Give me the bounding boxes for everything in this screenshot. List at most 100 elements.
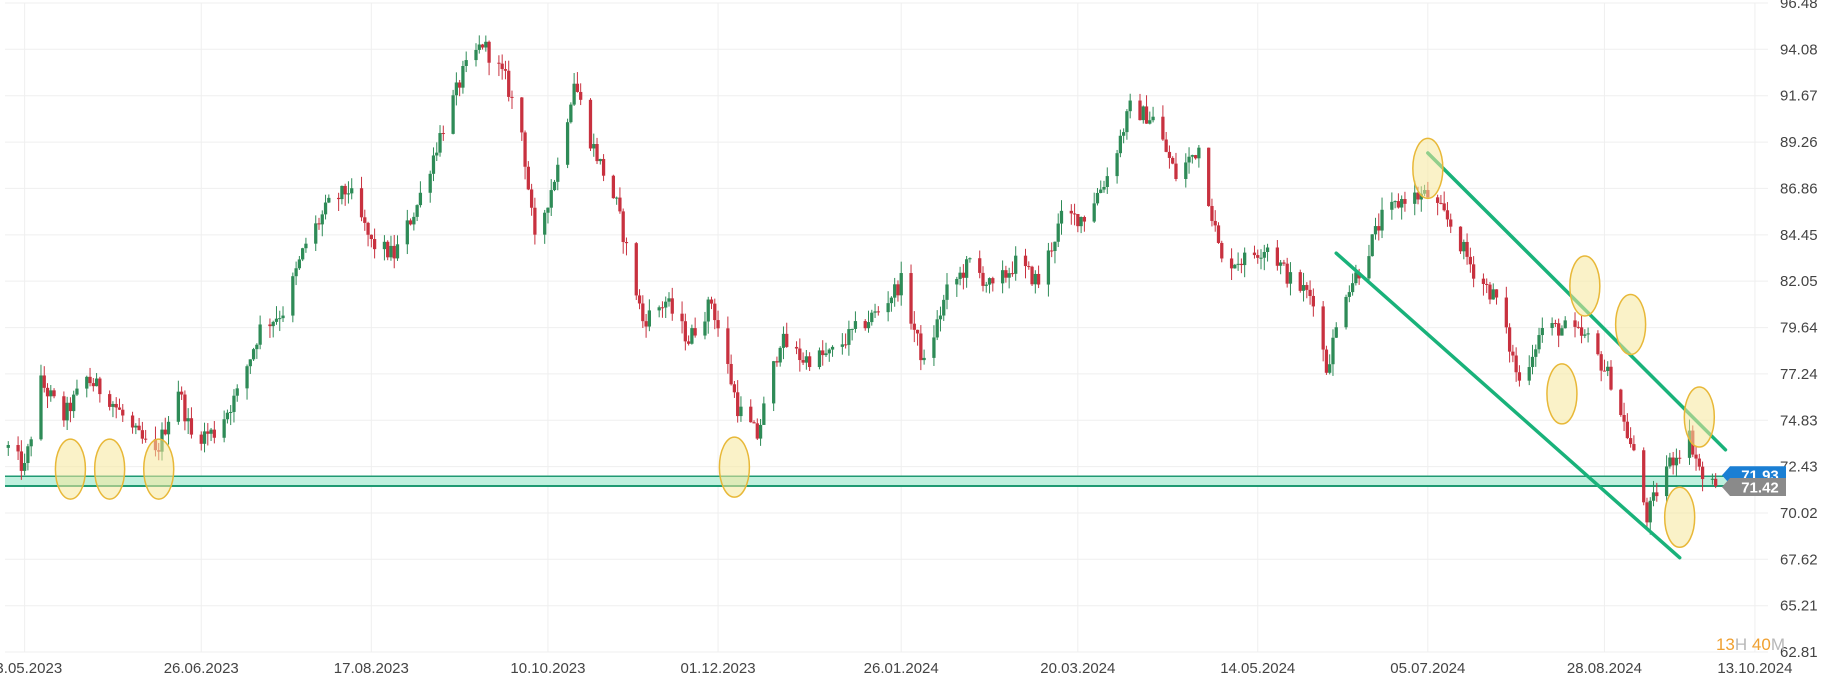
candle-body: [1115, 153, 1119, 177]
candle-body: [274, 318, 279, 322]
candle-body: [693, 328, 697, 336]
candle-body: [817, 350, 822, 368]
candle-body: [657, 307, 661, 311]
candle-body: [870, 312, 874, 323]
candle-body: [500, 63, 504, 70]
candle-body: [1485, 283, 1489, 285]
candle-body: [798, 348, 802, 361]
candle-body: [575, 83, 580, 92]
candle-body: [1148, 120, 1152, 124]
candle-body: [94, 378, 99, 387]
candle-body: [670, 298, 674, 314]
candle-body: [1579, 327, 1584, 336]
candle-body: [297, 259, 302, 269]
candle-body: [317, 223, 321, 225]
candle-body: [1553, 323, 1558, 325]
candle-body: [441, 133, 445, 135]
candle-body: [706, 299, 710, 322]
candle-body: [579, 91, 583, 100]
candle-body: [1036, 273, 1041, 285]
candle-body: [1229, 258, 1234, 269]
candle-body: [1046, 250, 1051, 285]
x-tick-label: 01.12.2023: [681, 660, 756, 677]
candle-body: [507, 70, 511, 97]
y-tick-label: 79.64: [1780, 320, 1818, 337]
support-zone: [5, 476, 1768, 487]
candle-body: [1664, 466, 1669, 497]
candle-body: [16, 445, 20, 452]
candle-body: [1517, 372, 1522, 381]
candle-body: [1576, 326, 1580, 328]
x-tick-label: 17.08.2023: [334, 660, 409, 677]
highlight-ellipse: [1546, 363, 1578, 425]
candle-body: [912, 323, 916, 330]
candle-body: [1059, 210, 1064, 224]
candle-body: [22, 463, 27, 471]
candle-body: [1233, 264, 1237, 269]
candle-body: [108, 394, 112, 407]
candle-body: [1350, 283, 1355, 293]
candle-body: [1540, 328, 1544, 336]
candle-body: [1207, 147, 1211, 206]
candle-body: [935, 319, 939, 338]
candle-body: [778, 347, 782, 363]
candle-body: [1000, 270, 1005, 284]
candle-body: [232, 395, 236, 412]
candle-body: [1027, 266, 1031, 268]
candle-body: [26, 446, 30, 464]
candle-body: [644, 321, 648, 327]
candle-body: [477, 44, 481, 50]
candle-body: [595, 144, 599, 162]
candle-body: [140, 430, 145, 439]
candle-body: [144, 438, 148, 440]
candle-body: [690, 328, 694, 344]
candle-body: [225, 412, 230, 420]
candle-body: [886, 303, 890, 313]
candle-body: [1102, 186, 1106, 190]
candle-body: [1033, 273, 1037, 285]
candle-body: [428, 173, 432, 193]
candle-body: [1488, 284, 1492, 300]
candle-body: [1262, 252, 1266, 258]
candle-body: [772, 361, 776, 404]
candle-body: [1288, 272, 1293, 284]
candle-body: [1674, 457, 1679, 466]
candle-body: [1128, 100, 1132, 112]
candle-body: [1403, 199, 1407, 204]
candle-body: [1023, 255, 1028, 267]
candle-body: [1462, 241, 1466, 252]
candle-body: [359, 188, 364, 218]
candle-body: [202, 431, 207, 444]
candle-body: [1373, 226, 1378, 235]
candle-body: [199, 434, 203, 444]
candle-body: [843, 344, 848, 346]
candle-body: [919, 333, 923, 361]
candle-body: [641, 303, 645, 322]
candle-body: [611, 175, 616, 199]
candle-body: [88, 376, 92, 384]
candle-body: [896, 284, 900, 296]
candle-body: [412, 216, 416, 225]
candle-body: [1413, 192, 1417, 204]
candle-body: [775, 361, 779, 363]
x-tick-label: 13.10.2024: [1717, 660, 1792, 677]
candle-body: [1390, 201, 1394, 210]
candle-body: [1243, 252, 1247, 266]
candle-body: [873, 311, 877, 313]
candle-body: [1416, 192, 1420, 200]
candle-body: [1439, 202, 1443, 204]
candle-body: [1220, 242, 1224, 259]
candle-body: [565, 122, 570, 165]
candle-body: [114, 403, 118, 408]
candle-body: [647, 310, 651, 327]
candle-body: [938, 315, 943, 320]
y-tick-label: 84.45: [1780, 227, 1818, 244]
candle-body: [294, 268, 298, 277]
candle-body: [369, 234, 373, 240]
candle-body: [1193, 155, 1198, 159]
candle-body: [42, 375, 46, 388]
highlight-ellipse: [718, 436, 751, 498]
candle-body: [1328, 364, 1332, 373]
candle-body: [1445, 210, 1450, 220]
